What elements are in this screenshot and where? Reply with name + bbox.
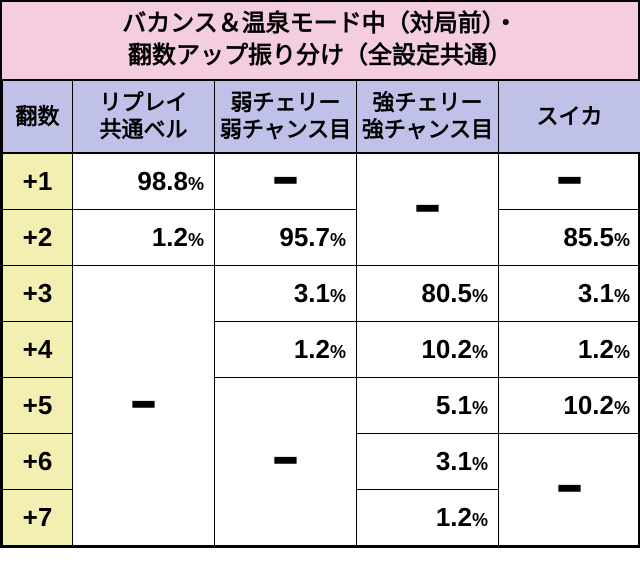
pct-sign: % [330, 230, 346, 250]
value-number: 98.8 [137, 166, 188, 196]
pct-sign: % [472, 398, 488, 418]
cell-value: 80.5% [357, 265, 499, 321]
value-number: 80.5 [421, 278, 472, 308]
cell-dash: ━ [73, 265, 215, 545]
cell-value: 1.2% [499, 321, 640, 377]
pct-sign: % [472, 510, 488, 530]
cell-value: 1.2% [73, 209, 215, 265]
cell-dash: ━ [215, 153, 357, 210]
cell-value: 3.1% [357, 433, 499, 489]
cell-value: 5.1% [357, 377, 499, 433]
cell-dash: ━ [357, 153, 499, 266]
row-label: +4 [3, 321, 73, 377]
table-row: +1 98.8% ━ ━ ━ [3, 153, 640, 210]
cell-value: 1.2% [215, 321, 357, 377]
title-line-1: バカンス＆温泉モード中（対局前）・ [6, 8, 634, 40]
pct-sign: % [614, 230, 630, 250]
header-replay: リプレイ 共通ベル [73, 81, 215, 153]
value-number: 1.2 [152, 222, 188, 252]
pct-sign: % [472, 286, 488, 306]
value-number: 10.2 [563, 390, 614, 420]
pct-sign: % [188, 174, 204, 194]
header-strong-l1: 強チェリー [372, 90, 482, 115]
value-number: 1.2 [294, 334, 330, 364]
row-label: +3 [3, 265, 73, 321]
data-table: 翻数 リプレイ 共通ベル 弱チェリー 弱チャンス目 強チェリー 強チャンス目 ス… [2, 81, 640, 546]
cell-value: 1.2% [357, 489, 499, 545]
pct-sign: % [472, 454, 488, 474]
table-row: +3 ━ 3.1% 80.5% 3.1% [3, 265, 640, 321]
header-suika: スイカ [499, 81, 640, 153]
pct-sign: % [188, 230, 204, 250]
value-number: 3.1 [294, 278, 330, 308]
row-label: +7 [3, 489, 73, 545]
value-number: 3.1 [436, 446, 472, 476]
table-title: バカンス＆温泉モード中（対局前）・ 翻数アップ振り分け（全設定共通） [2, 2, 638, 81]
pct-sign: % [330, 286, 346, 306]
header-weak-l2: 弱チャンス目 [220, 117, 351, 142]
cell-value: 3.1% [499, 265, 640, 321]
pct-sign: % [614, 398, 630, 418]
header-row: 翻数 リプレイ 共通ベル 弱チェリー 弱チャンス目 強チェリー 強チャンス目 ス… [3, 81, 640, 153]
value-number: 85.5 [563, 222, 614, 252]
pct-sign: % [614, 286, 630, 306]
value-number: 5.1 [436, 390, 472, 420]
header-replay-l2: 共通ベル [99, 117, 187, 142]
cell-dash: ━ [215, 377, 357, 545]
value-number: 1.2 [436, 502, 472, 532]
row-label: +5 [3, 377, 73, 433]
cell-value: 85.5% [499, 209, 640, 265]
header-replay-l1: リプレイ [99, 90, 187, 115]
value-number: 10.2 [421, 334, 472, 364]
row-label: +6 [3, 433, 73, 489]
value-number: 1.2 [578, 334, 614, 364]
header-strong-l2: 強チャンス目 [362, 117, 493, 142]
row-label: +1 [3, 153, 73, 210]
cell-value: 3.1% [215, 265, 357, 321]
table-row: +2 1.2% 95.7% 85.5% [3, 209, 640, 265]
cell-value: 95.7% [215, 209, 357, 265]
title-line-2: 翻数アップ振り分け（全設定共通） [6, 40, 634, 72]
cell-value: 10.2% [499, 377, 640, 433]
table-container: バカンス＆温泉モード中（対局前）・ 翻数アップ振り分け（全設定共通） 翻数 リプ… [0, 0, 640, 548]
value-number: 3.1 [578, 278, 614, 308]
cell-value: 10.2% [357, 321, 499, 377]
cell-dash: ━ [499, 433, 640, 545]
cell-dash: ━ [499, 153, 640, 210]
pct-sign: % [614, 342, 630, 362]
header-strong-cherry: 強チェリー 強チャンス目 [357, 81, 499, 153]
pct-sign: % [472, 342, 488, 362]
header-weak-cherry: 弱チェリー 弱チャンス目 [215, 81, 357, 153]
row-label: +2 [3, 209, 73, 265]
header-han: 翻数 [3, 81, 73, 153]
value-number: 95.7 [279, 222, 330, 252]
pct-sign: % [330, 342, 346, 362]
cell-value: 98.8% [73, 153, 215, 210]
header-weak-l1: 弱チェリー [230, 90, 340, 115]
